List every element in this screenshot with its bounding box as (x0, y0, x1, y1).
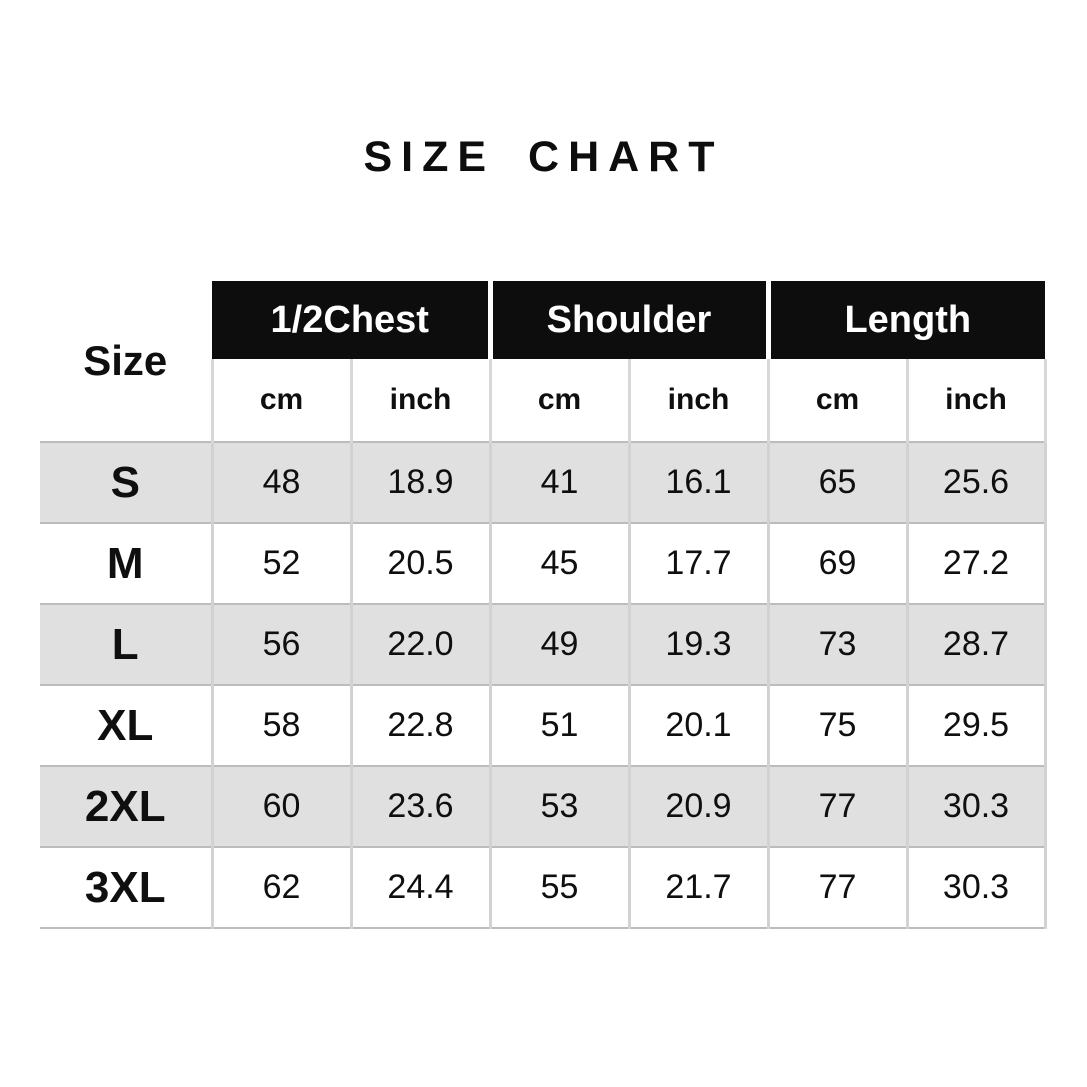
value-cell: 20.5 (349, 522, 490, 604)
value-cell: 20.9 (627, 765, 768, 847)
size-cell: L (40, 603, 212, 685)
value-cell: 53 (488, 765, 629, 847)
group-header-chest: 1/2Chest (212, 281, 490, 359)
unit-header-shoulder-inch: inch (627, 359, 768, 442)
value-cell: 73 (766, 603, 907, 685)
value-cell: 30.3 (905, 846, 1047, 929)
value-cell: 45 (488, 522, 629, 604)
unit-header-row: cm inch cm inch cm inch (40, 359, 1047, 442)
value-cell: 48 (210, 441, 351, 523)
unit-header-chest-cm: cm (210, 359, 351, 442)
size-column-header: Size (40, 281, 212, 442)
group-header-shoulder: Shoulder (487, 281, 768, 359)
table-row-l: L 56 22.0 49 19.3 73 28.7 (40, 603, 1047, 685)
table-row-3xl: 3XL 62 24.4 55 21.7 77 30.3 (40, 846, 1047, 929)
unit-header-chest-inch: inch (349, 359, 490, 442)
value-cell: 69 (766, 522, 907, 604)
page-title: SIZE CHART (363, 133, 724, 181)
table-row-m: M 52 20.5 45 17.7 69 27.2 (40, 522, 1047, 604)
value-cell: 28.7 (905, 603, 1047, 685)
size-cell: 3XL (40, 846, 212, 929)
unit-header-length-cm: cm (766, 359, 907, 442)
group-header-length: Length (765, 281, 1046, 359)
size-chart-table: Size 1/2Chest Shoulder Length cm inch cm… (40, 281, 1047, 929)
size-cell: S (40, 441, 212, 523)
value-cell: 20.1 (627, 684, 768, 766)
value-cell: 19.3 (627, 603, 768, 685)
table-row-s: S 48 18.9 41 16.1 65 25.6 (40, 441, 1047, 523)
value-cell: 49 (488, 603, 629, 685)
value-cell: 22.0 (349, 603, 490, 685)
value-cell: 24.4 (349, 846, 490, 929)
value-cell: 30.3 (905, 765, 1047, 847)
table-header: Size 1/2Chest Shoulder Length cm inch cm… (40, 281, 1047, 442)
group-header-row: Size 1/2Chest Shoulder Length (40, 281, 1046, 442)
value-cell: 77 (766, 846, 907, 929)
value-cell: 51 (488, 684, 629, 766)
value-cell: 23.6 (349, 765, 490, 847)
value-cell: 55 (488, 846, 629, 929)
table-row-2xl: 2XL 60 23.6 53 20.9 77 30.3 (40, 765, 1047, 847)
value-cell: 25.6 (905, 441, 1047, 523)
table-row-xl: XL 58 22.8 51 20.1 75 29.5 (40, 684, 1047, 766)
value-cell: 17.7 (627, 522, 768, 604)
size-cell: M (40, 522, 212, 604)
value-cell: 18.9 (349, 441, 490, 523)
value-cell: 60 (210, 765, 351, 847)
value-cell: 56 (210, 603, 351, 685)
unit-header-shoulder-cm: cm (488, 359, 629, 442)
value-cell: 41 (488, 441, 629, 523)
value-cell: 77 (766, 765, 907, 847)
value-cell: 27.2 (905, 522, 1047, 604)
value-cell: 58 (210, 684, 351, 766)
value-cell: 52 (210, 522, 351, 604)
unit-header-length-inch: inch (905, 359, 1047, 442)
value-cell: 16.1 (627, 441, 768, 523)
value-cell: 62 (210, 846, 351, 929)
value-cell: 21.7 (627, 846, 768, 929)
size-cell: 2XL (40, 765, 212, 847)
value-cell: 65 (766, 441, 907, 523)
value-cell: 29.5 (905, 684, 1047, 766)
table-body: S 48 18.9 41 16.1 65 25.6 M 52 20.5 45 1… (40, 441, 1047, 929)
size-cell: XL (40, 684, 212, 766)
value-cell: 75 (766, 684, 907, 766)
value-cell: 22.8 (349, 684, 490, 766)
